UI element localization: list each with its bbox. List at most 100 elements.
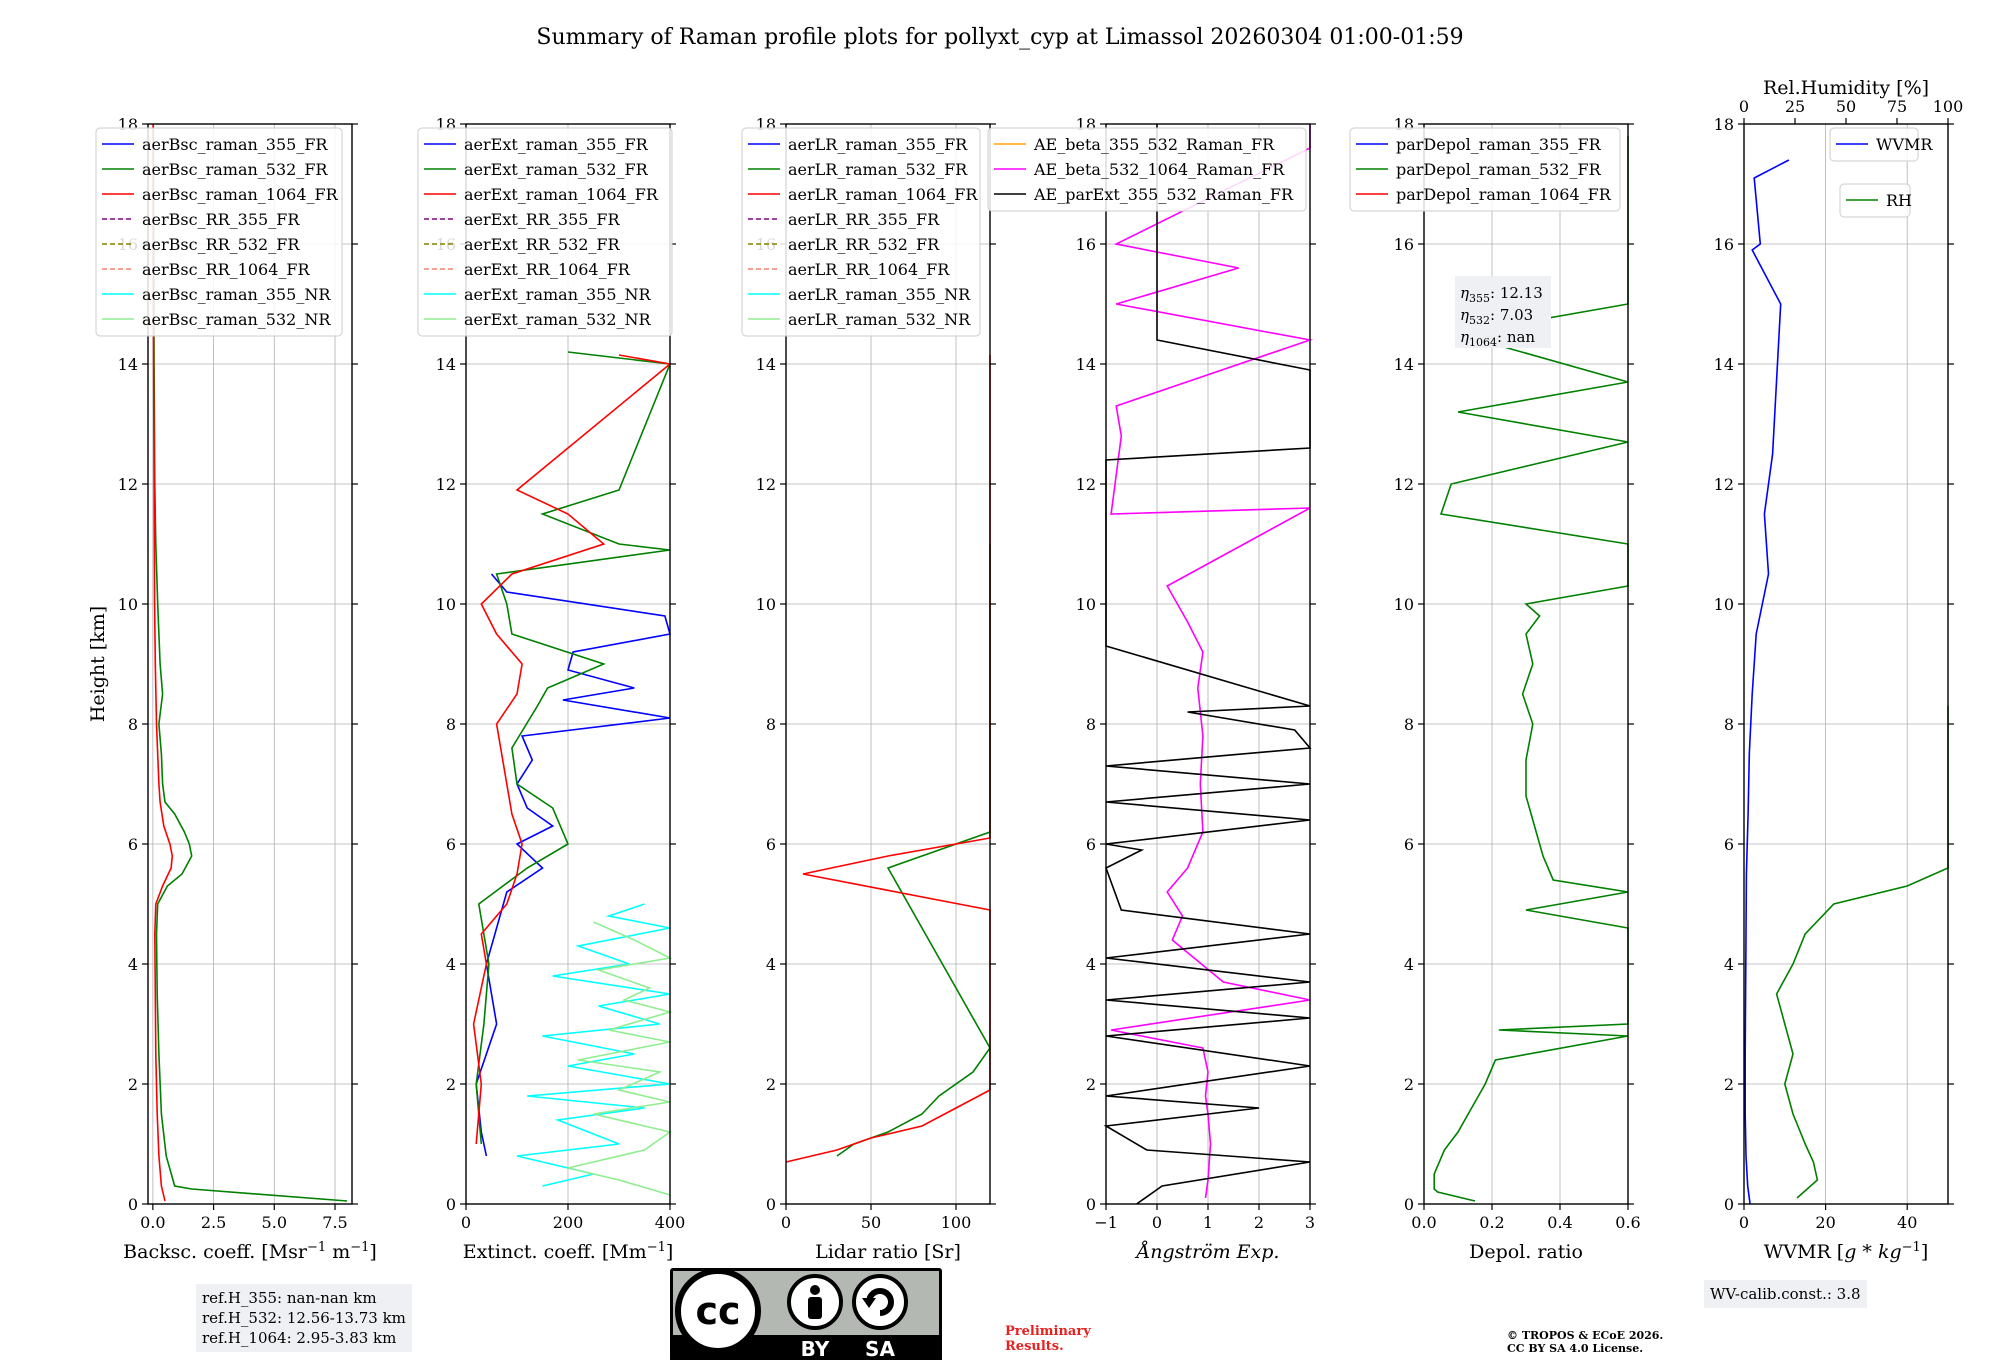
legend-box [741,127,981,337]
legend-entry: aerExt_raman_355_NR [464,285,652,304]
cc-by-label: BY [801,1337,830,1360]
y-tick-label: 0 [766,1195,776,1214]
y-tick-label: 16 [1076,235,1096,254]
y-tick-label: 6 [766,835,776,854]
preliminary-line-2: Results. [1005,1339,1064,1354]
y-tick-label: 12 [1076,475,1096,494]
y-tick-label: 12 [118,475,138,494]
y-tick-label: 6 [1086,835,1096,854]
x-tick-label: 0.6 [1615,1213,1640,1232]
x-tick-label: 0 [461,1213,471,1232]
x-tick-label: 7.5 [322,1213,347,1232]
y-tick-label: 4 [1724,955,1734,974]
series-line-aerBsc_raman_1064_FR [152,123,174,1202]
legend-box [987,127,1307,212]
legend-entry: aerLR_RR_532_FR [788,235,940,254]
y-tick-label: 10 [118,595,138,614]
y-tick-label: 12 [756,475,776,494]
y-tick-label: 14 [1714,355,1734,374]
legend-entry: aerLR_raman_355_NR [788,285,971,304]
ref-h-355: ref.H_355: nan-nan km [202,1289,377,1307]
top-tick-label: 25 [1785,97,1805,116]
wv-calib-info: WV-calib.const.: 3.8 [1704,1280,1867,1308]
legend-entry: AE_beta_355_532_Raman_FR [1033,135,1275,154]
ref-h-532: ref.H_532: 12.56-13.73 km [202,1309,406,1327]
y-tick-label: 6 [446,835,456,854]
cc-license-badge: cc BY SA [670,1268,942,1360]
x-tick-label: 200 [553,1213,584,1232]
y-tick-label: 0 [1724,1195,1734,1214]
preliminary-line-1: Preliminary [1005,1324,1091,1339]
y-tick-label: 0 [446,1195,456,1214]
legend-entry: aerExt_RR_1064_FR [464,260,631,279]
reference-height-info: ref.H_355: nan-nan km ref.H_532: 12.56-1… [196,1284,412,1352]
xlabel-backscatter: Backsc. coeff. [Msr−1 m−1] [123,1240,377,1264]
cc-logo-text: cc [695,1289,740,1333]
top-tick-label: 75 [1887,97,1907,116]
y-tick-label: 10 [1394,595,1414,614]
legend-entry: aerExt_raman_532_NR [464,310,652,329]
toplabel-rh: Rel.Humidity [%] [1763,77,1929,99]
y-tick-label: 2 [128,1075,138,1094]
eta-1064: η1064: nan [1460,328,1535,349]
y-tick-label: 8 [128,715,138,734]
series-line-aerExt_raman_355_NR [516,903,671,1187]
legend-entry: WVMR [1876,135,1933,154]
legend-entry: aerExt_RR_532_FR [464,235,621,254]
y-tick-label: 14 [118,355,138,374]
cc-logo-icon [675,1268,761,1354]
x-tick-label: 2.5 [201,1213,226,1232]
y-tick-label: 16 [1394,235,1414,254]
legend-entry: aerBsc_RR_355_FR [142,210,300,229]
top-tick-label: 100 [1933,97,1964,116]
y-tick-label: 12 [1714,475,1734,494]
x-tick-label: 0 [1739,1213,1749,1232]
legend-entry: aerExt_raman_1064_FR [464,185,659,204]
y-tick-label: 8 [1724,715,1734,734]
x-tick-label: 40 [1897,1213,1917,1232]
series-line-AE_parExt_355_532_Raman_FR [1103,124,1312,1205]
legend-entry: parDepol_raman_355_FR [1396,135,1602,154]
ylabel-height: Height [km] [87,606,109,722]
y-tick-label: 4 [128,955,138,974]
copyright-notice: © TROPOS & ECoE 2026. CC BY SA 4.0 Licen… [1507,1329,1663,1355]
y-tick-label: 2 [1724,1075,1734,1094]
x-tick-label: 50 [861,1213,881,1232]
legend-entry: aerBsc_RR_532_FR [142,235,300,254]
x-tick-label: 1 [1203,1213,1213,1232]
series-line-parDepol_raman_532_FR [1433,136,1629,1202]
legend-entry: aerLR_raman_532_FR [788,160,968,179]
y-tick-label: 10 [1076,595,1096,614]
legend-entry: aerExt_RR_355_FR [464,210,621,229]
y-tick-label: 2 [1086,1075,1096,1094]
series-line-RH [1775,706,1949,1199]
legend-box [417,127,673,337]
legend-box [1829,127,1919,162]
legend-entry: aerBsc_raman_532_FR [142,160,328,179]
y-tick-label: 4 [766,955,776,974]
y-tick-label: 8 [766,715,776,734]
x-tick-label: 20 [1815,1213,1835,1232]
y-tick-label: 8 [1404,715,1414,734]
y-tick-label: 2 [446,1075,456,1094]
legend-entry: AE_parExt_355_532_Raman_FR [1033,185,1294,204]
y-tick-label: 18 [1714,115,1734,134]
y-tick-label: 0 [128,1195,138,1214]
legend-entry: parDepol_raman_1064_FR [1396,185,1612,204]
x-tick-label: 0 [1152,1213,1162,1232]
legend-entry: RH [1886,191,1912,210]
y-tick-label: 14 [756,355,776,374]
y-tick-label: 16 [1714,235,1734,254]
y-tick-label: 8 [446,715,456,734]
series-line-aerBsc_raman_532_FR [152,123,348,1202]
y-tick-label: 4 [446,955,456,974]
legend-entry: aerLR_raman_532_NR [788,310,971,329]
y-tick-label: 6 [1404,835,1414,854]
eta-annotation: η355: 12.13 η532: 7.03 η1064: nan [1455,276,1551,349]
legend-entry: aerExt_raman_355_FR [464,135,649,154]
figure-title: Summary of Raman profile plots for polly… [536,25,1463,50]
